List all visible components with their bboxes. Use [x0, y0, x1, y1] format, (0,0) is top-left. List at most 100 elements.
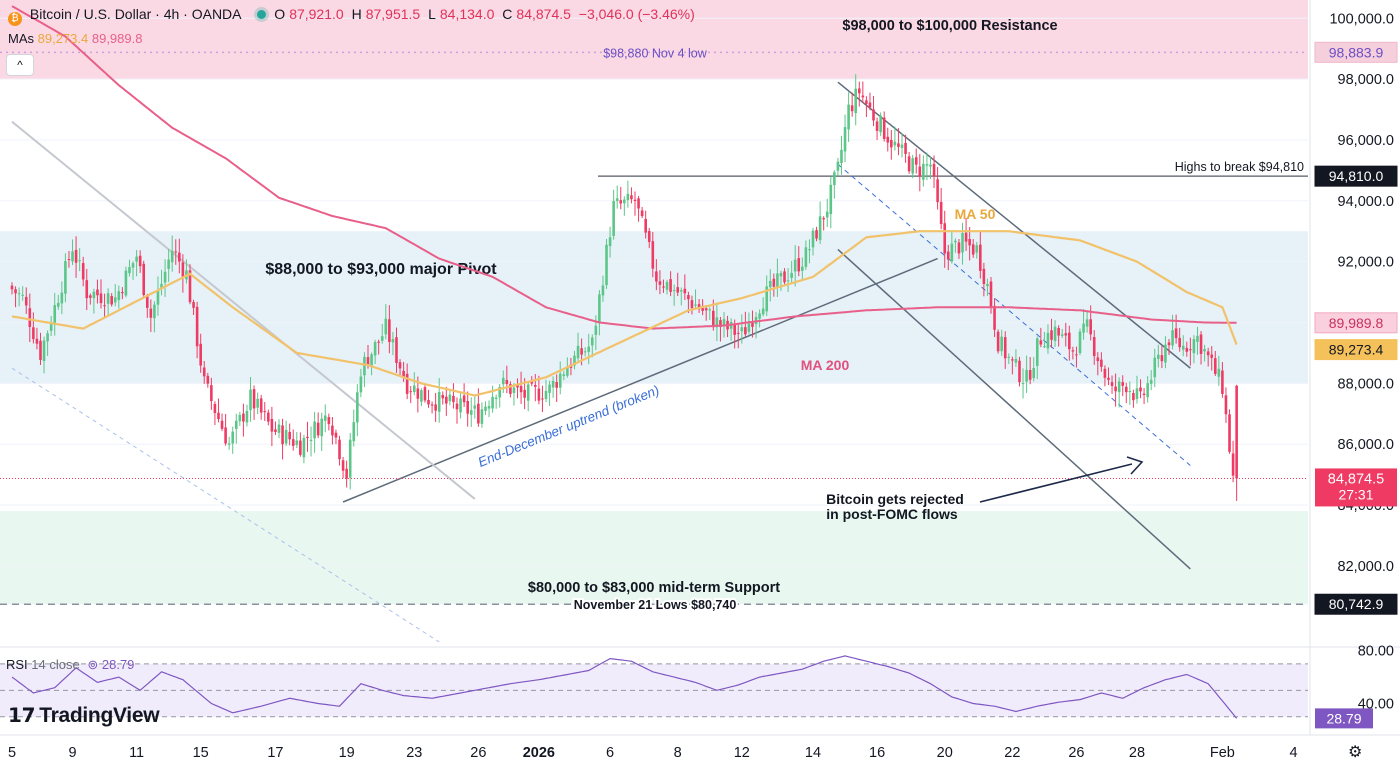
candle-body — [1071, 350, 1075, 352]
candle-body — [1096, 357, 1100, 362]
candle-body — [893, 141, 897, 146]
candle-body — [904, 142, 907, 154]
rsi-header[interactable]: RSI 14 close ⊚ 28.79 — [6, 657, 134, 673]
candle-body — [932, 163, 936, 177]
candle-body — [640, 210, 644, 217]
candle-body — [491, 396, 494, 409]
candle-body — [843, 127, 847, 152]
ma-legend[interactable]: MAs 89,273.4 89,989.8 — [8, 31, 142, 46]
candle-body — [1185, 347, 1189, 352]
candle-body — [256, 398, 259, 408]
candle-body — [163, 271, 167, 283]
symbol-title[interactable]: Bitcoin / U.S. Dollar · 4h · OANDA — [29, 6, 242, 22]
candle-body — [242, 413, 245, 422]
candle-body — [46, 333, 49, 342]
candle-body — [943, 223, 947, 254]
candle-body — [1014, 358, 1018, 363]
candle-body — [929, 164, 932, 167]
candle-body — [850, 105, 854, 112]
candle-body — [534, 384, 537, 387]
candle-body — [487, 406, 491, 409]
candle-body — [854, 88, 858, 114]
candle-body — [971, 244, 975, 255]
tradingview-logo-icon: 𝟭𝟳 — [8, 705, 36, 727]
candle-body — [647, 231, 651, 242]
candle-body — [81, 263, 85, 280]
x-tick-7: 26 — [470, 745, 486, 761]
support-zone-label: $80,000 to $83,000 mid-term Support — [528, 580, 780, 596]
candle-body — [1075, 354, 1078, 356]
change-value: −3,046.0 (−3.46%) — [578, 6, 695, 22]
candle-body — [519, 385, 523, 393]
candle-body — [1171, 330, 1174, 346]
candle-body — [245, 410, 249, 423]
ma200-label: MA 200 — [801, 357, 850, 373]
candle-body — [448, 394, 452, 402]
candle-body — [153, 304, 156, 319]
candle-body — [199, 343, 202, 366]
candle-body — [391, 339, 395, 343]
candle-body — [234, 420, 238, 429]
nov21-lows-badge-bg — [1314, 593, 1398, 615]
candle-body — [441, 394, 445, 399]
collapse-legend-button[interactable]: ^ — [6, 54, 34, 76]
candle-body — [135, 256, 138, 262]
rsi-badge-bg — [1315, 708, 1373, 729]
x-tick-1: 9 — [68, 745, 76, 761]
candle-body — [751, 322, 754, 327]
candle-body — [790, 272, 793, 279]
candle-body — [220, 420, 224, 429]
candle-body — [651, 241, 655, 269]
x-tick-6: 23 — [406, 745, 422, 761]
trendline-downtrend-grey — [11, 120, 476, 500]
market-open-icon — [257, 10, 267, 19]
candle-body — [1178, 337, 1181, 348]
candle-body — [875, 121, 879, 131]
candle-body — [740, 327, 744, 332]
trendline-uptrend — [342, 257, 938, 503]
candle-body — [623, 199, 626, 204]
candle-body — [249, 389, 252, 411]
level-highs-to-break-label: Highs to break $94,810 — [1175, 160, 1304, 174]
candle-body — [181, 262, 185, 278]
candle-body — [1203, 349, 1206, 352]
candle-body — [1000, 336, 1003, 352]
tradingview-logo[interactable]: 𝟭𝟳 TradingView — [8, 703, 160, 728]
candle-body — [17, 293, 21, 295]
candle-body — [1181, 345, 1185, 350]
candle-body — [1078, 331, 1082, 354]
ma200-legend-value: 89,989.8 — [91, 31, 143, 46]
candle-body — [1135, 388, 1139, 399]
candle-body — [462, 395, 466, 403]
uptrend-label: End-December uptrend (broken) — [476, 382, 662, 470]
chart-header: ₿ Bitcoin / U.S. Dollar · 4h · OANDA O 87… — [8, 6, 699, 26]
candle-body — [1057, 328, 1060, 336]
candle-body — [1110, 382, 1114, 386]
candle-body — [1174, 328, 1178, 339]
candle-body — [551, 380, 555, 388]
candle-body — [145, 296, 149, 308]
candle-body — [53, 305, 57, 325]
candle-body — [402, 370, 405, 377]
candle-body — [669, 279, 672, 292]
candle-body — [946, 251, 950, 260]
candle-body — [1228, 414, 1231, 452]
rsi-badge: 28.79 — [1326, 710, 1361, 726]
candle-body — [512, 387, 516, 393]
candle-body — [555, 382, 558, 388]
candle-body — [434, 404, 437, 411]
candle-body — [825, 211, 829, 218]
candle-body — [10, 285, 14, 290]
candle-body — [363, 356, 366, 376]
candle-body — [982, 268, 986, 284]
y-tick-2: 96,000.0 — [1338, 133, 1394, 149]
candle-body — [338, 439, 341, 460]
candle-body — [626, 193, 630, 201]
candle-body — [1092, 337, 1096, 357]
settings-gear-icon[interactable]: ⚙ — [1348, 744, 1363, 761]
x-tick-3: 15 — [193, 745, 209, 761]
candle-body — [277, 424, 281, 433]
candle-body — [60, 292, 64, 304]
candle-body — [687, 295, 690, 300]
